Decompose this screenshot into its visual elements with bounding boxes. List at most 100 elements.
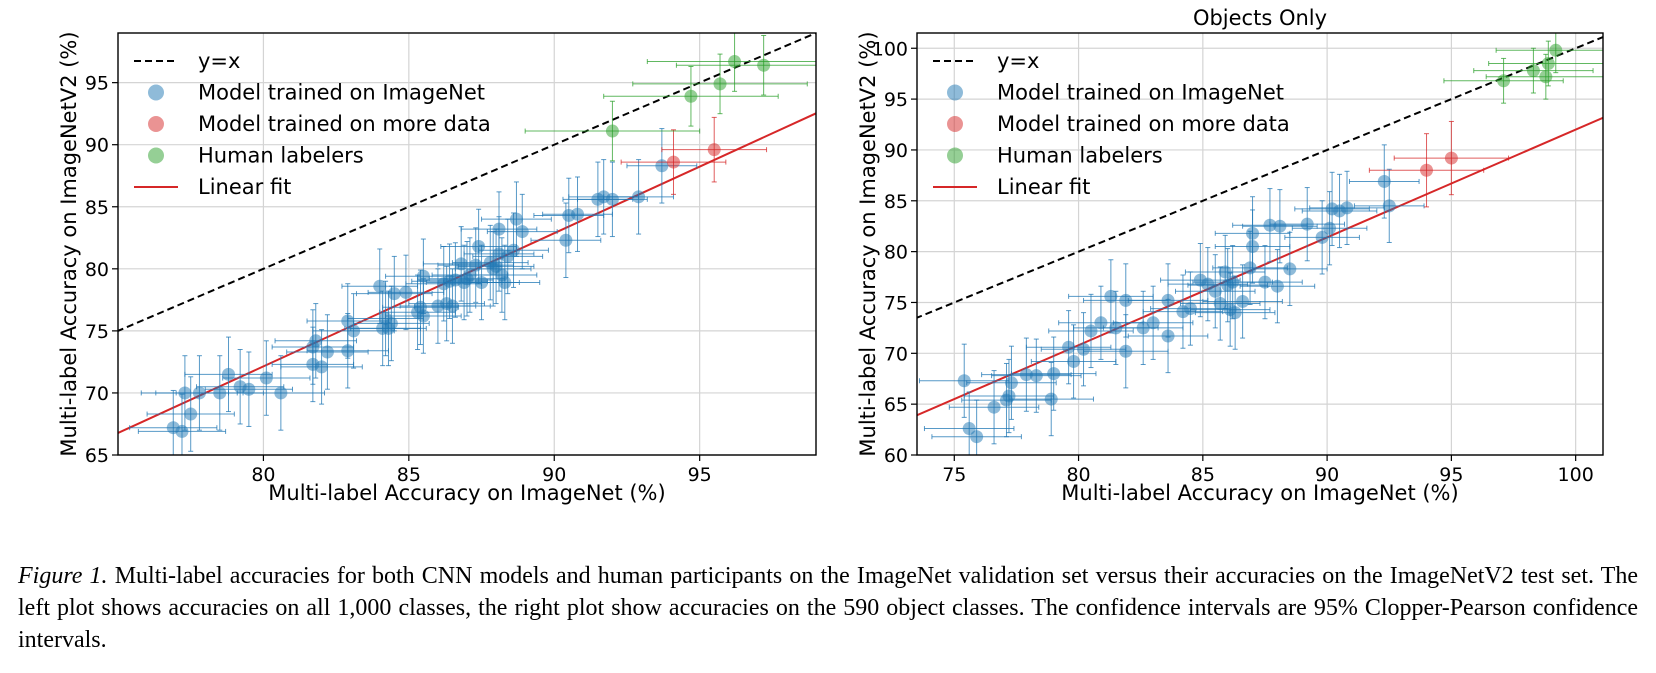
right-imagenet-marker [1119, 344, 1133, 358]
left-imagenet-point [129, 389, 218, 455]
left-imagenet-marker [384, 316, 398, 330]
right-x-tick-label: 85 [1191, 464, 1215, 486]
left-imagenet-point [222, 340, 311, 416]
right-imagenet-marker [1044, 392, 1058, 406]
left-y-tick-label: 80 [85, 259, 109, 281]
left-imagenet-marker [399, 285, 413, 299]
right-human-marker [1526, 64, 1540, 78]
left-imagenet-marker [320, 345, 334, 359]
right-imagenet-point [1030, 324, 1117, 399]
left-more-data-marker [666, 155, 680, 169]
right-imagenet-point [1214, 196, 1291, 271]
right-series-imagenet [918, 144, 1425, 455]
left-legend-label: Model trained on more data [198, 112, 491, 136]
left-imagenet-point [486, 193, 558, 270]
left-imagenet-marker [416, 309, 430, 323]
right-x-tick-label: 90 [1315, 464, 1339, 486]
right-legend-label: y=x [997, 49, 1039, 73]
left-human-marker [605, 124, 619, 138]
left-legend-label: Human labelers [198, 144, 364, 168]
left-human-point [632, 53, 808, 115]
right-y-tick-label: 90 [884, 140, 908, 162]
left-human-point [603, 66, 779, 127]
left-imagenet-marker [309, 334, 323, 348]
left-human-marker [713, 77, 727, 91]
right-imagenet-marker [1004, 376, 1018, 390]
left-imagenet-point [533, 177, 605, 254]
right-more-data-point [1393, 120, 1510, 196]
left-x-tick-label: 95 [688, 464, 712, 486]
left-y-axis-label: Multi-label Accuracy on ImageNetV2 (%) [57, 31, 81, 456]
left-imagenet-point [196, 349, 285, 425]
right-imagenet-point [966, 345, 1057, 420]
right-imagenet-marker [1067, 354, 1081, 368]
left-legend-more-data-swatch [148, 116, 164, 132]
right-legend-imagenet-swatch [947, 84, 963, 101]
right-y-tick-label: 85 [884, 191, 908, 213]
right-imagenet-point [923, 391, 1015, 455]
left-human-point [524, 100, 701, 162]
right-imagenet-point [1294, 171, 1370, 247]
left-y-tick-label: 65 [85, 445, 109, 467]
left-human-marker [728, 55, 742, 69]
left-more-data-point [661, 116, 768, 183]
right-y-tick-label: 65 [884, 394, 908, 416]
left-imagenet-point [280, 329, 363, 405]
right-y-tick-label: 100 [872, 38, 908, 60]
right-ticks: 75 80 85 90 95 100 60 65 70 75 80 85 90 95 100 [872, 38, 1594, 486]
right-y-tick-label: 70 [884, 343, 908, 365]
left-series-human [524, 33, 816, 162]
right-human-marker [1539, 70, 1553, 84]
right-more-data-marker [1444, 151, 1458, 165]
right-imagenet-marker [1218, 265, 1232, 279]
right-imagenet-marker [1161, 329, 1175, 343]
right-legend-human-swatch [947, 147, 963, 164]
right-imagenet-marker [1136, 321, 1150, 335]
left-imagenet-marker [655, 159, 669, 173]
right-imagenet-point [1194, 275, 1276, 350]
left-imagenet-point [184, 336, 273, 413]
right-y-axis-label: Multi-label Accuracy on ImageNetV2 (%) [856, 31, 880, 456]
right-legend-label: Model trained on more data [997, 112, 1290, 136]
left-imagenet-marker [507, 243, 521, 257]
right-human-marker [1549, 43, 1563, 57]
right-imagenet-marker [1029, 369, 1043, 383]
left-imagenet-marker [315, 360, 329, 374]
right-imagenet-point [1179, 266, 1261, 341]
right-imagenet-marker [1382, 199, 1396, 213]
right-legend-label: Model trained on ImageNet [997, 81, 1284, 105]
left-x-axis-label: Multi-label Accuracy on ImageNet (%) [268, 481, 665, 505]
right-more-data-point [1368, 133, 1485, 208]
right-imagenet-marker [1283, 262, 1297, 276]
right-imagenet-marker [1315, 230, 1329, 244]
right-human-point [1495, 33, 1603, 74]
right-imagenet-point [1202, 264, 1283, 339]
left-imagenet-point [577, 161, 648, 238]
right-imagenet-point [1239, 249, 1316, 324]
right-imagenet-marker [1213, 296, 1227, 310]
left-imagenet-marker [632, 190, 646, 204]
left-axes-frame [117, 32, 817, 456]
right-legend-more-data-swatch [947, 116, 963, 132]
left-ticks: 80 85 90 95 65 70 75 80 85 90 95 [85, 73, 712, 486]
right-plot: 75 80 85 90 95 1006065707580859095100Multi-la… [856, 6, 1604, 505]
right-imagenet-marker [970, 430, 984, 444]
right-imagenet-point [1083, 314, 1169, 389]
left-y-tick-label: 90 [85, 135, 109, 157]
left-imagenet-marker [175, 424, 189, 438]
right-y-tick-label: 80 [884, 242, 908, 264]
right-axes-frame [916, 32, 1604, 456]
right-imagenet-marker [1094, 316, 1108, 330]
left-imagenet-marker [387, 287, 401, 301]
right-imagenet-marker [1270, 279, 1284, 293]
left-imagenet-point [286, 314, 369, 390]
left-imagenet-marker [242, 382, 256, 396]
left-x-tick-label: 85 [397, 464, 421, 486]
left-imagenet-marker [571, 207, 585, 221]
left-legend-label: y=x [198, 49, 240, 73]
right-imagenet-marker [1273, 219, 1287, 233]
right-imagenet-marker [1243, 261, 1257, 275]
left-more-data-marker [707, 143, 721, 157]
